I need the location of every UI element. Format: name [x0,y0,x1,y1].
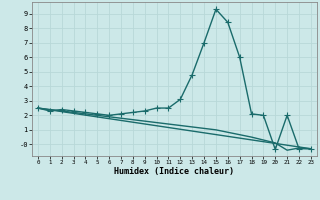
X-axis label: Humidex (Indice chaleur): Humidex (Indice chaleur) [115,167,234,176]
